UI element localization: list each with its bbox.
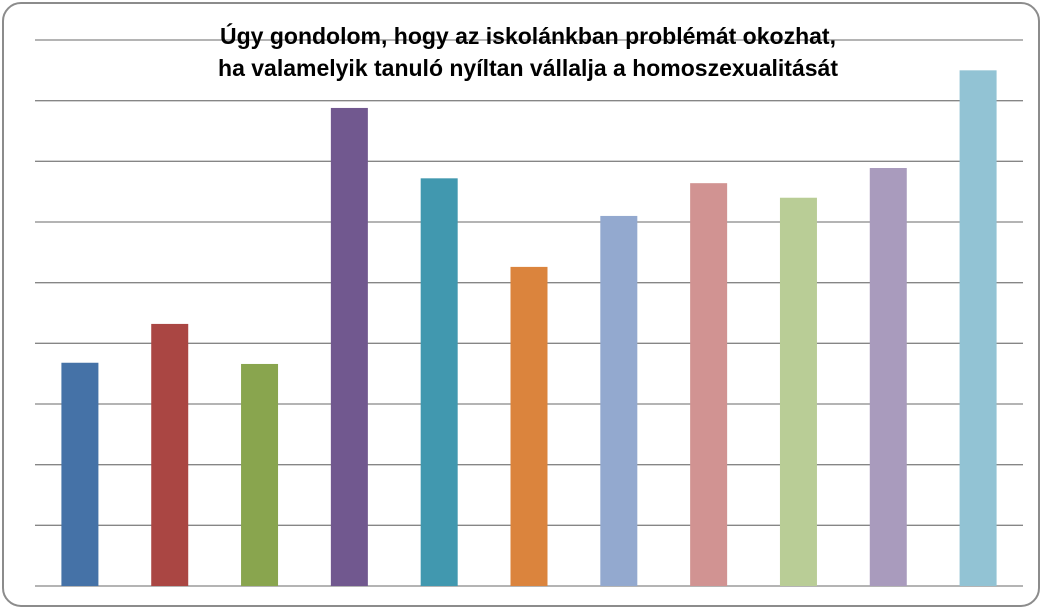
bar: [151, 323, 189, 586]
bar: [510, 266, 548, 586]
bar: [779, 197, 817, 586]
bars: [61, 70, 997, 587]
bar: [330, 107, 368, 587]
bar: [690, 183, 728, 586]
bar: [600, 215, 638, 586]
chart-title: Úgy gondolom, hogy az iskolánkban problé…: [220, 22, 836, 49]
bar: [959, 70, 997, 587]
bar: [61, 362, 99, 586]
chart-title: ha valamelyik tanuló nyíltan vállalja a …: [218, 55, 838, 81]
bar: [869, 168, 907, 587]
bar: [241, 363, 279, 586]
bar: [420, 178, 458, 586]
